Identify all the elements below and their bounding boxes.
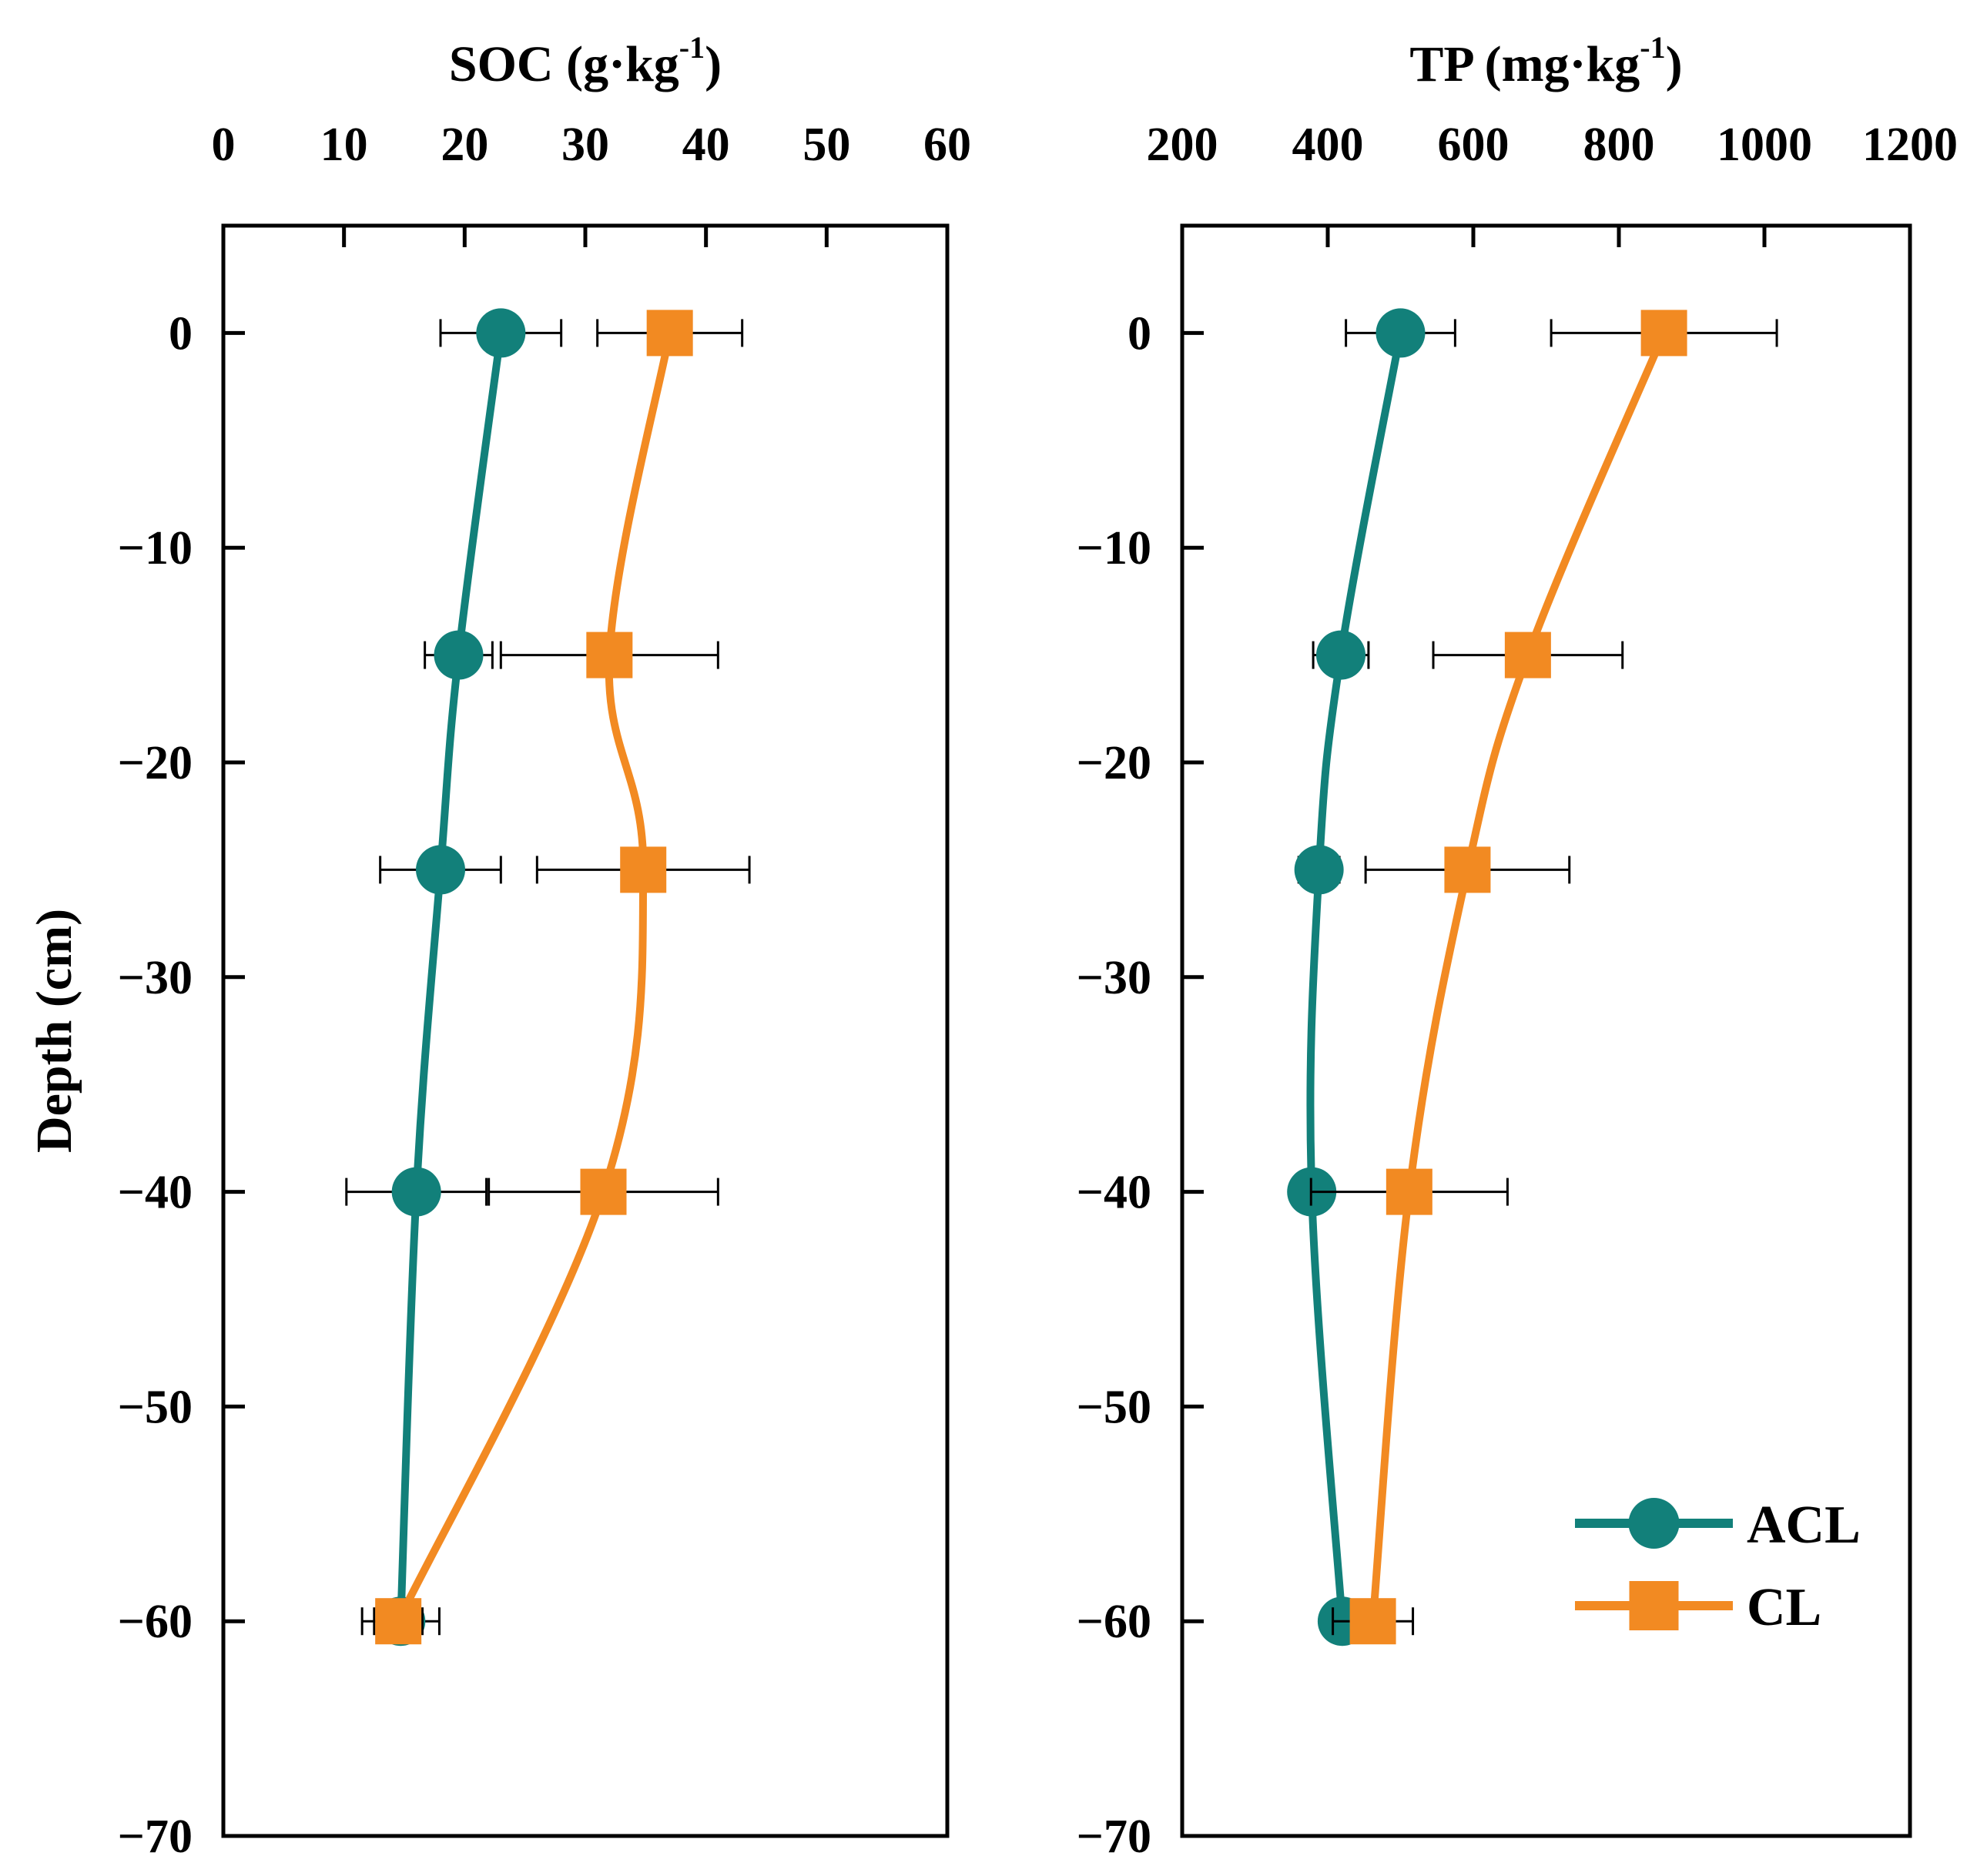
data-point	[375, 1598, 422, 1645]
data-point	[620, 846, 667, 893]
data-point	[434, 630, 484, 680]
data-point	[1375, 308, 1426, 358]
x-tick-label: 60	[923, 119, 971, 171]
series-line	[394, 329, 674, 1626]
y-tick-label: −20	[1077, 737, 1151, 789]
y-axis-title: Depth (cm)	[26, 909, 82, 1153]
data-point	[391, 1167, 441, 1217]
series-cl	[1309, 310, 1778, 1645]
tp-panel: 200 400 600 800 1000 1200 0 −10 −20 −30 −40 −50 −60 −…	[1077, 30, 1958, 1863]
y-tick-label: −40	[118, 1167, 193, 1219]
y-tick-label: −70	[1077, 1811, 1151, 1863]
x-axis-title-end: )	[705, 36, 722, 92]
x-tick-label: 600	[1438, 119, 1510, 171]
y-tick-label: −30	[118, 952, 193, 1004]
series-line	[397, 329, 505, 1626]
x-tick-label: 400	[1292, 119, 1364, 171]
data-point	[580, 1168, 627, 1215]
y-tick-label: −50	[1077, 1381, 1151, 1433]
data-point	[1504, 631, 1551, 678]
x-tick-label: 200	[1147, 119, 1218, 171]
x-tick-label: 50	[803, 119, 850, 171]
series-line	[1306, 329, 1405, 1626]
y-tick-label: −60	[118, 1596, 193, 1648]
series-acl	[345, 308, 563, 1647]
data-point	[1316, 630, 1366, 680]
x-axis-title-superscript: -1	[679, 30, 705, 65]
series-acl	[1287, 308, 1456, 1647]
data-point	[1386, 1168, 1432, 1215]
y-tick-label: −60	[1077, 1596, 1151, 1648]
series-cl	[373, 310, 751, 1645]
data-point	[416, 845, 465, 895]
x-tick-label: 40	[682, 119, 730, 171]
x-tick-label: 800	[1583, 119, 1655, 171]
data-point	[1294, 845, 1344, 895]
x-axis-title-text: SOC (g·kg	[449, 36, 679, 92]
x-axis-title: SOC (g·kg-1)	[449, 30, 722, 92]
y-tick-label: 0	[169, 307, 193, 360]
x-tick-label: 1000	[1717, 119, 1812, 171]
x-axis-title-end: )	[1666, 36, 1683, 92]
legend-label: ACL	[1747, 1496, 1861, 1555]
data-point	[476, 308, 526, 358]
y-tick-label: −30	[1077, 952, 1151, 1004]
plot-frame	[1180, 223, 1912, 1838]
x-tick-label: 20	[441, 119, 488, 171]
y-tick-label: 0	[1128, 307, 1151, 360]
data-point	[1349, 1598, 1396, 1645]
y-tick-label: −20	[118, 737, 193, 789]
soc-panel: 0 10 20 30 40 50 60 0 −10 −20 −30 −40 −50 −60 −70 SOC (…	[26, 30, 971, 1863]
x-tick-label: 1200	[1862, 119, 1958, 171]
x-tick-label: 0	[212, 119, 236, 171]
y-tick-label: −10	[118, 522, 193, 575]
legend-marker	[1628, 1498, 1680, 1549]
legend-marker	[1629, 1581, 1679, 1630]
data-point	[586, 631, 633, 678]
x-axis-title: TP (mg·kg-1)	[1409, 30, 1682, 92]
x-axis-title-superscript: -1	[1640, 30, 1665, 65]
x-tick-label: 10	[320, 119, 368, 171]
legend-label: CL	[1747, 1578, 1821, 1637]
y-tick-label: −50	[118, 1381, 193, 1433]
data-point	[1640, 310, 1687, 357]
y-tick-label: −70	[118, 1811, 193, 1863]
series-line	[1369, 329, 1668, 1626]
data-point	[1444, 846, 1491, 893]
data-point	[646, 310, 693, 357]
plot-frame	[221, 223, 950, 1838]
x-axis-title-text: TP (mg·kg	[1409, 36, 1640, 92]
x-tick-label: 30	[561, 119, 609, 171]
y-tick-label: −40	[1077, 1167, 1151, 1219]
legend: ACL CL	[1575, 1496, 1861, 1637]
y-tick-label: −10	[1077, 522, 1151, 575]
